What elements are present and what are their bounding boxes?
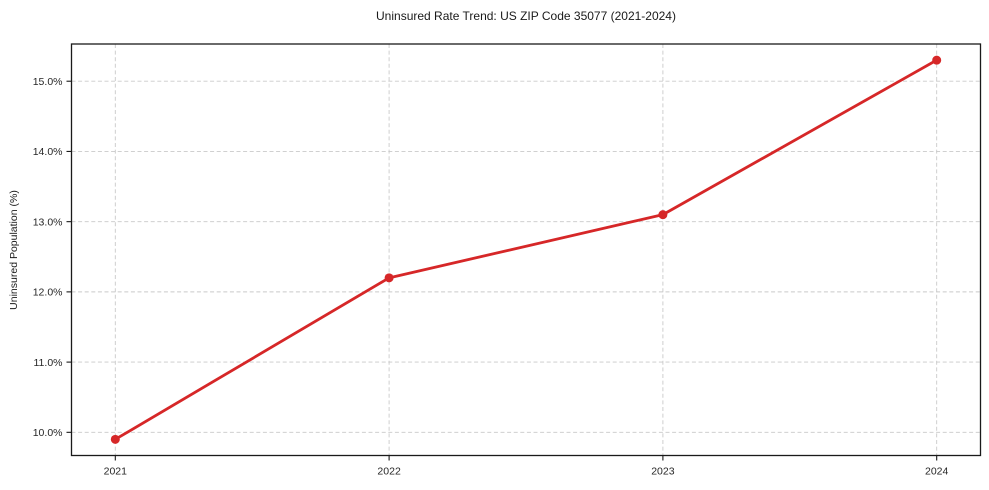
data-point-marker xyxy=(384,273,394,283)
x-tick-label: 2023 xyxy=(651,466,675,478)
x-tick-label: 2024 xyxy=(925,466,949,478)
chart-title: Uninsured Rate Trend: US ZIP Code 35077 … xyxy=(376,9,676,23)
y-tick-label: 14.0% xyxy=(33,146,63,158)
data-point-marker xyxy=(932,55,942,65)
data-point-marker xyxy=(658,210,668,220)
y-tick-label: 11.0% xyxy=(34,357,63,369)
x-tick-label: 2021 xyxy=(104,466,128,478)
y-tick-label: 13.0% xyxy=(33,216,63,228)
trend-line xyxy=(113,58,939,441)
y-tick-label: 12.0% xyxy=(33,287,63,299)
plot-frame xyxy=(70,43,982,457)
x-tick-label: 2022 xyxy=(377,466,401,478)
data-point-marker xyxy=(110,434,120,444)
y-tick-label: 10.0% xyxy=(33,427,63,439)
y-tick-label: 15.0% xyxy=(33,76,63,88)
